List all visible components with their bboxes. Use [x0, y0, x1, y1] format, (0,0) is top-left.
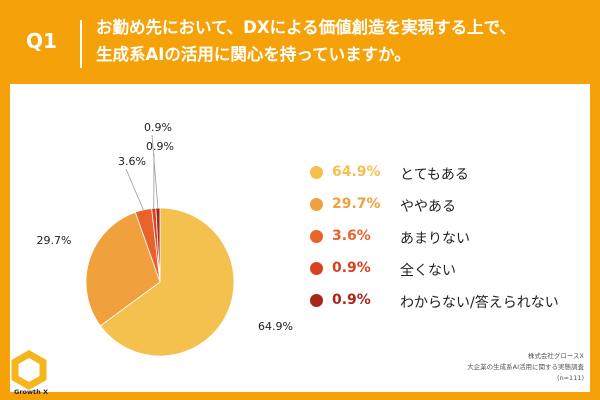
legend-percent: 29.7%: [332, 196, 381, 212]
leader-line: [151, 134, 159, 209]
legend-swatch: [310, 294, 323, 307]
pie-data-label: 29.7%: [37, 234, 72, 247]
credit-sample-size: (n=111): [556, 374, 584, 382]
brand-name: Growth X: [13, 388, 49, 396]
pie-data-label: 0.9%: [146, 140, 174, 153]
legend-swatch: [310, 230, 323, 243]
pie-data-label: 3.6%: [118, 155, 146, 168]
pie-slice: [85, 211, 161, 327]
pie-data-label: 0.9%: [144, 121, 172, 134]
question-header: Q1 お勤め先において、DXによる価値創造を実現する上で、 生成系AIの活用に関…: [0, 0, 600, 82]
credit-company: 株式会社グロースX: [527, 352, 584, 360]
pie-chart: 64.9%29.7%3.6%0.9%0.9%: [37, 121, 293, 357]
leader-line: [125, 168, 144, 211]
credit-survey: 大企業の生成系AI活用に関する実態調査: [467, 363, 584, 371]
question-line-2: 生成系AIの活用に関心を持っていますか。: [96, 45, 411, 64]
legend-percent: 0.9%: [332, 260, 371, 276]
pie-data-label: 64.9%: [258, 320, 293, 333]
legend-percent: 64.9%: [332, 164, 381, 180]
legend-swatch: [310, 166, 323, 179]
legend-label: わからない/答えられない: [400, 295, 559, 311]
question-number: Q1: [26, 29, 57, 53]
legend-swatch: [310, 262, 323, 275]
legend-percent: 3.6%: [332, 228, 371, 244]
survey-credit: 株式会社グロースX 大企業の生成系AI活用に関する実態調査 (n=111): [467, 351, 584, 384]
question-line-1: お勤め先において、DXによる価値創造を実現する上で、: [96, 18, 516, 37]
legend-label: あまりない: [400, 231, 470, 247]
header-divider: [80, 20, 82, 68]
legend-swatch: [310, 198, 323, 211]
pie-slice: [99, 207, 235, 357]
chart-panel: 64.9% 29.7% 3.6% 0.9% 0.9% 64.9% とてもある 29.7%…: [10, 84, 590, 392]
legend-percent: 0.9%: [332, 292, 371, 308]
question-text: お勤め先において、DXによる価値創造を実現する上で、 生成系AIの活用に関心を持…: [96, 14, 586, 68]
legend-label: とてもある: [400, 167, 469, 183]
legend-label: ややある: [400, 199, 456, 215]
legend-label: 全くない: [400, 263, 456, 279]
growthx-logo-icon: [11, 349, 47, 391]
